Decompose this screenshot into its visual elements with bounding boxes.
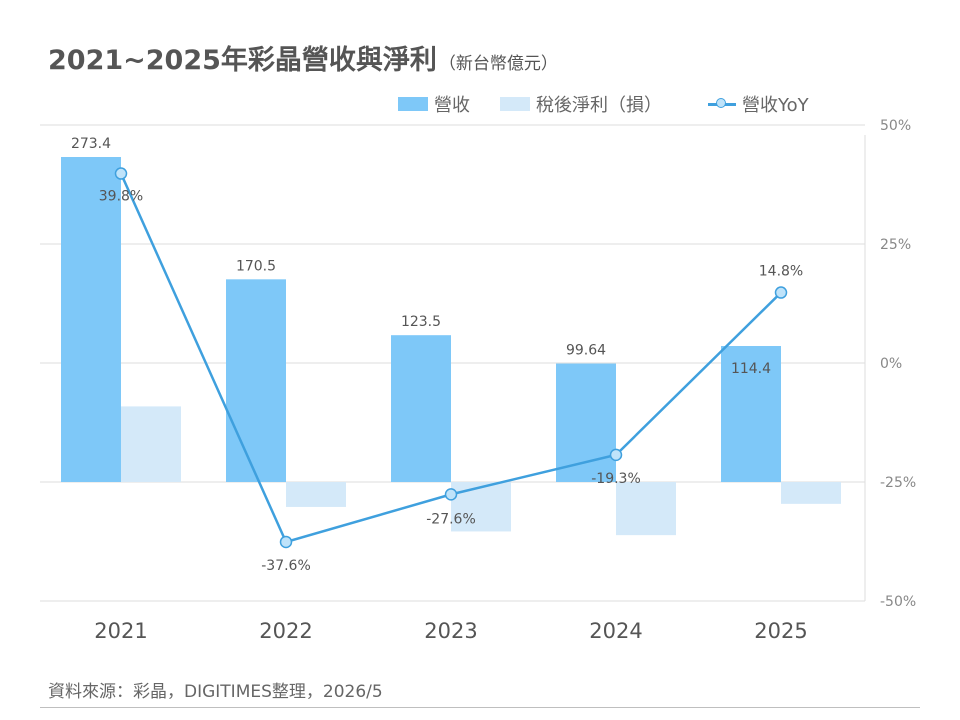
x-axis-tick-label: 2021 [94, 619, 147, 643]
right-axis-tick-label: -25% [880, 475, 916, 491]
right-axis-tick-label: -50% [880, 594, 916, 610]
revenue-bar [226, 279, 286, 482]
net-income-bar [286, 482, 346, 507]
legend-item-yoy: 營收YoY [708, 92, 809, 116]
net-income-bar [781, 482, 841, 504]
right-axis-tick-label: 25% [880, 237, 911, 253]
source-note: 資料來源：彩晶，DIGITIMES整理，2026/5 [48, 682, 383, 702]
legend-label-revenue: 營收 [434, 95, 470, 116]
yoy-point [279, 535, 293, 549]
x-axis-tick-label: 2023 [424, 619, 477, 643]
x-axis-tick-label: 2025 [754, 619, 807, 643]
revenue-bar [721, 346, 781, 482]
right-axis-tick-label: 50% [880, 118, 911, 134]
revenue-data-label: 170.5 [236, 258, 276, 274]
revenue-bar [61, 157, 121, 482]
net-income-bar [121, 406, 181, 482]
yoy-point [774, 286, 788, 299]
legend-swatch-net-income [500, 97, 530, 111]
yoy-point [609, 448, 623, 462]
net-income-bar [616, 482, 676, 536]
net-income-bar [451, 482, 511, 532]
revenue-bar [391, 335, 451, 482]
legend-item-net-income: 稅後淨利（損） [500, 92, 662, 116]
title-unit: （新台幣億元） [438, 54, 558, 74]
yoy-data-label: 14.8% [759, 264, 803, 280]
legend-label-net-income: 稅後淨利（損） [536, 95, 662, 116]
legend: 營收 稅後淨利（損） 營收YoY [0, 92, 960, 116]
revenue-data-label: 123.5 [401, 314, 441, 330]
yoy-point [444, 488, 458, 501]
yoy-data-label: -27.6% [426, 511, 476, 527]
legend-item-revenue: 營收 [398, 92, 470, 116]
x-axis-tick-label: 2022 [259, 619, 312, 643]
revenue-data-label: 273.4 [71, 136, 111, 152]
right-axis-tick-label: 0% [880, 356, 902, 372]
yoy-point [114, 167, 128, 180]
bottom-divider [40, 707, 920, 708]
chart-title: 2021~2025年彩晶營收與淨利 （新台幣億元） [48, 38, 558, 77]
revenue-data-label: 99.64 [566, 343, 606, 359]
x-axis-tick-label: 2024 [589, 619, 642, 643]
title-main: 2021~2025年彩晶營收與淨利 [48, 45, 437, 76]
legend-swatch-revenue [398, 97, 428, 111]
yoy-data-label: 39.8% [99, 189, 143, 205]
yoy-data-label: -19.3% [591, 471, 641, 487]
legend-swatch-yoy [708, 97, 736, 111]
legend-label-yoy: 營收YoY [742, 95, 809, 116]
revenue-data-label: 114.4 [731, 361, 771, 377]
revenue-bar [556, 363, 616, 482]
yoy-data-label: -37.6% [261, 558, 311, 574]
